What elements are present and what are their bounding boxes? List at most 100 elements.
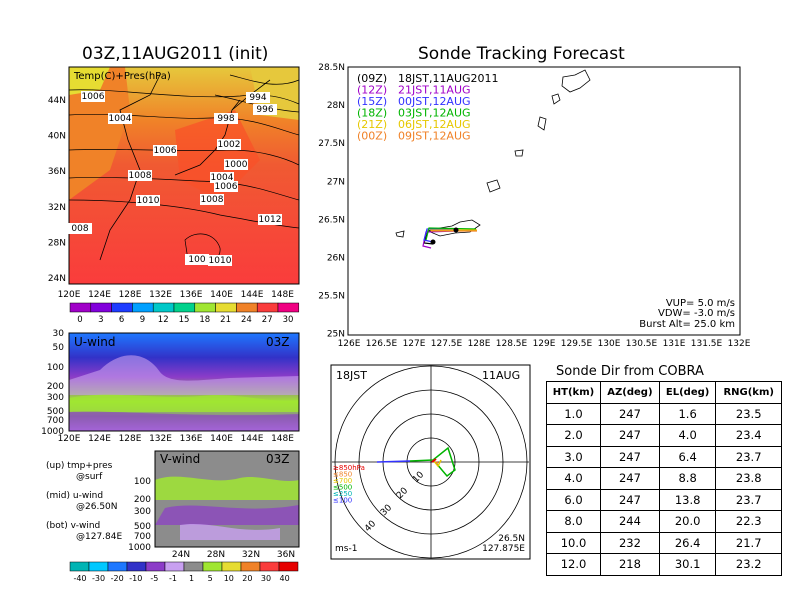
tracking-lat-tick: 28.5N bbox=[318, 63, 345, 73]
v-pressure-tick: 100 bbox=[134, 477, 151, 487]
u-lon-tick: 144E bbox=[241, 434, 264, 444]
tracking-legend-time: 03JST,12AUG bbox=[398, 107, 471, 120]
table-cell: 8.0 bbox=[546, 510, 601, 533]
v-pressure-tick: 500 bbox=[134, 522, 151, 532]
tracking-lat-tick: 26N bbox=[327, 254, 345, 264]
table-cell: 6.4 bbox=[658, 445, 717, 468]
temp-colorbar-label: 6 bbox=[119, 315, 124, 325]
tracking-lat-tick: 27.5N bbox=[318, 139, 345, 149]
table-cell: 247 bbox=[599, 488, 660, 511]
tracking-lon-tick: 129.5E bbox=[561, 339, 593, 349]
u-wind-panel bbox=[68, 332, 300, 432]
table-cell: 23.2 bbox=[715, 553, 782, 576]
table-row: 1.0 247 1.6 23.5 bbox=[546, 402, 782, 425]
table-row: 6.0 247 13.8 23.7 bbox=[546, 488, 782, 511]
isobar-label-bg bbox=[68, 223, 92, 234]
tracking-lon-tick: 129E bbox=[533, 339, 556, 349]
tracking-legend-time: 06JST,12AUG bbox=[398, 118, 471, 131]
burst-text: Burst Alt= 25.0 km bbox=[639, 319, 735, 330]
lat-tick: 36N bbox=[48, 167, 66, 177]
tracking-lon-tick: 127E bbox=[403, 339, 426, 349]
wind-colorbar-label: 40 bbox=[280, 574, 290, 583]
u-lon-tick: 136E bbox=[180, 434, 203, 444]
table-row: 2.0 247 4.0 23.4 bbox=[546, 424, 782, 447]
lon-tick: 120E bbox=[58, 290, 81, 300]
u-wind-time: 03Z bbox=[266, 335, 290, 349]
polar-location2: 127.875E bbox=[482, 544, 525, 554]
table-cell: 6.0 bbox=[546, 488, 601, 511]
tracking-lon-tick: 126E bbox=[338, 339, 361, 349]
table-header-cell: RNG(km) bbox=[715, 381, 782, 404]
isobar-label: 1006 bbox=[154, 146, 177, 156]
lat-tick: 44N bbox=[48, 96, 66, 106]
wind-colorbar-label: -20 bbox=[111, 574, 124, 583]
tracking-lon-tick: 131.5E bbox=[691, 339, 723, 349]
tracking-legend-code: (15Z) bbox=[357, 95, 387, 108]
table-cell: 1.0 bbox=[546, 402, 601, 425]
polar-rings bbox=[332, 365, 529, 559]
table-cell: 30.1 bbox=[658, 553, 717, 576]
tracking-legend-code: (18Z) bbox=[357, 107, 387, 120]
table-row: 12.0 218 30.1 23.2 bbox=[546, 553, 782, 576]
v-wind-time: 03Z bbox=[266, 452, 290, 466]
legend-up2: @surf bbox=[76, 472, 103, 482]
isobar-label: 1000 bbox=[225, 160, 248, 170]
tracking-lat-tick: 28N bbox=[327, 101, 345, 111]
v-lat-tick: 36N bbox=[277, 550, 295, 560]
isobar-label: 998 bbox=[217, 114, 234, 124]
temp-colorbar-label: 27 bbox=[262, 315, 273, 325]
isobar-label: 100 bbox=[188, 255, 205, 265]
isobar-label-bg bbox=[153, 145, 177, 156]
table-cell: 218 bbox=[599, 553, 660, 576]
u-pressure-tick: 30 bbox=[53, 329, 65, 339]
isobar-label: 994 bbox=[249, 93, 266, 103]
wind-colorbar-swatch bbox=[278, 561, 299, 572]
isobar-label-bg bbox=[128, 170, 152, 181]
table-title: Sonde Dir from COBRA bbox=[556, 364, 704, 379]
legend-bot2: @127.84E bbox=[76, 532, 123, 542]
u-pressure-tick: 700 bbox=[47, 416, 64, 426]
u-lon-tick: 128E bbox=[119, 434, 142, 444]
polar-time: 18JST bbox=[336, 369, 367, 382]
isobar-label-bg bbox=[108, 113, 132, 124]
table-cell: 26.4 bbox=[658, 531, 717, 554]
cobra-table: HT(km) AZ(deg) EL(deg) RNG(km) 1.0 247 1.6 23.… bbox=[546, 381, 782, 576]
polar-level-label: ≤100 bbox=[333, 497, 352, 505]
lat-tick: 28N bbox=[48, 238, 66, 248]
v-lat-tick: 32N bbox=[242, 550, 260, 560]
isobar-label-bg bbox=[217, 139, 241, 150]
tracking-legend: (09Z) 18JST,11AUG2011 (12Z) 21JST,11AUG (15Z… bbox=[357, 72, 499, 143]
v-pressure-tick: 200 bbox=[134, 495, 151, 505]
isobar-label-bg bbox=[253, 104, 277, 115]
legend-mid: (mid) u-wind bbox=[46, 491, 104, 501]
tracking-lon-tick: 132E bbox=[728, 339, 751, 349]
wind-colorbar: -40 -30 -20 -10 -5 -1 1 5 10 20 30 40 bbox=[69, 561, 299, 583]
isobar-label: 1010 bbox=[137, 196, 160, 206]
isobar-label: 1004 bbox=[109, 114, 132, 124]
tracking-lon-tick: 128.5E bbox=[496, 339, 528, 349]
table-cell: 23.4 bbox=[715, 424, 782, 447]
wind-colorbar-label: -1 bbox=[169, 574, 177, 583]
temp-colorbar-label: 24 bbox=[241, 315, 252, 325]
temp-colorbar-label: 0 bbox=[77, 315, 82, 325]
u-lon-tick: 140E bbox=[210, 434, 233, 444]
isobar-label-bg bbox=[214, 181, 238, 192]
isobar-label-bg bbox=[208, 255, 232, 266]
table-cell: 244 bbox=[599, 510, 660, 533]
u-lon-tick: 120E bbox=[58, 434, 81, 444]
wind-colorbar-label: 10 bbox=[224, 574, 234, 583]
lon-tick: 132E bbox=[149, 290, 172, 300]
isobar-label: 1008 bbox=[201, 195, 224, 205]
panel-legend: (up) tmp+pres @surf (mid) u-wind @26.50N… bbox=[46, 461, 122, 543]
isobar-label: 1006 bbox=[82, 92, 105, 102]
isobar-label: 1010 bbox=[209, 256, 232, 266]
isobar-label-bg bbox=[224, 159, 248, 170]
polar-level-label: ≤250 bbox=[333, 490, 352, 498]
v-wind-lat-ticks: 24N 28N 32N 36N bbox=[172, 550, 295, 560]
table-cell: 23.7 bbox=[715, 488, 782, 511]
lon-tick: 140E bbox=[210, 290, 233, 300]
